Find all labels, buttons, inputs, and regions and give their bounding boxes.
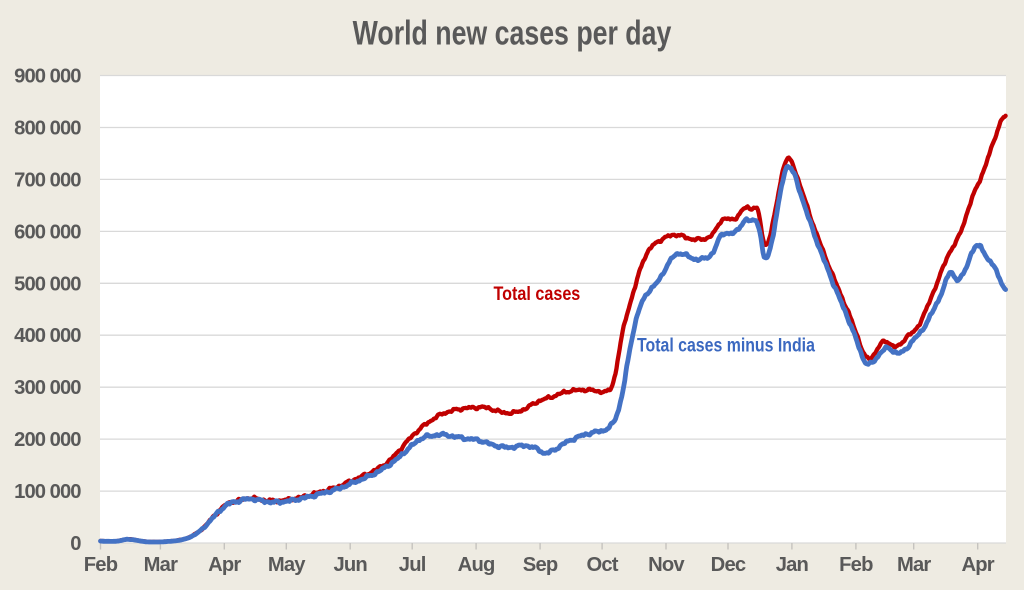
- svg-text:Total cases: Total cases: [494, 283, 581, 305]
- svg-text:Total cases minus India: Total cases minus India: [637, 334, 815, 356]
- svg-text:800 000: 800 000: [14, 118, 81, 140]
- svg-text:Jan: Jan: [776, 554, 809, 576]
- svg-text:Nov: Nov: [648, 554, 685, 576]
- svg-text:Jul: Jul: [399, 554, 426, 576]
- svg-text:Apr: Apr: [208, 554, 241, 576]
- svg-text:700 000: 700 000: [14, 169, 81, 191]
- svg-text:Mar: Mar: [897, 554, 931, 576]
- svg-text:Aug: Aug: [458, 554, 495, 576]
- svg-text:300 000: 300 000: [14, 377, 81, 399]
- svg-text:May: May: [268, 554, 306, 576]
- svg-text:900 000: 900 000: [14, 66, 81, 88]
- svg-text:Apr: Apr: [962, 554, 995, 576]
- svg-text:Sep: Sep: [523, 554, 558, 576]
- svg-text:600 000: 600 000: [14, 221, 81, 243]
- svg-text:World new cases per day: World new cases per day: [353, 14, 672, 52]
- svg-text:0: 0: [70, 533, 81, 555]
- svg-text:Mar: Mar: [144, 554, 178, 576]
- svg-text:500 000: 500 000: [14, 273, 81, 295]
- svg-text:Dec: Dec: [711, 554, 746, 576]
- svg-text:100 000: 100 000: [14, 481, 81, 503]
- svg-text:200 000: 200 000: [14, 429, 81, 451]
- svg-text:Oct: Oct: [586, 554, 618, 576]
- svg-text:400 000: 400 000: [14, 325, 81, 347]
- svg-text:Feb: Feb: [839, 554, 873, 576]
- svg-text:Jun: Jun: [333, 554, 367, 576]
- svg-text:Feb: Feb: [84, 554, 118, 576]
